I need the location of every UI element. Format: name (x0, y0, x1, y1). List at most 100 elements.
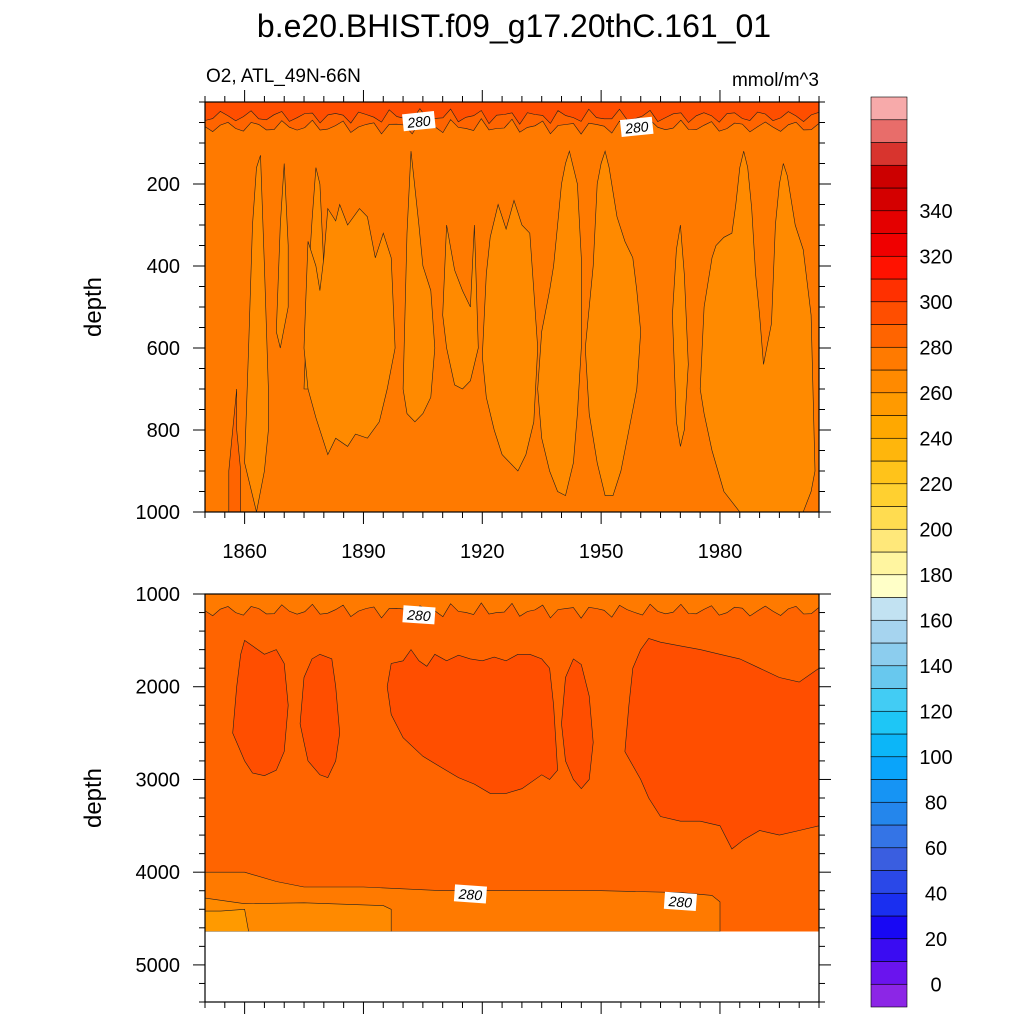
y-tick-label: 4000 (136, 862, 181, 884)
plot-area: 280 280 (205, 102, 819, 513)
colorbar-box (870, 779, 908, 803)
contour-label: 280 (402, 605, 436, 625)
variable-label: O2, ATL_49N-66N (206, 66, 361, 87)
colorbar-label: 160 (919, 610, 952, 632)
contour-label: 280 (619, 116, 654, 138)
colorbar-label: 280 (919, 337, 952, 359)
x-tick-label: 1860 (222, 541, 267, 563)
colorbar-box (870, 528, 908, 553)
colorbar-box (870, 301, 908, 325)
colorbar-box (870, 483, 908, 507)
contour-label: 280 (402, 111, 436, 132)
colorbar-box (870, 801, 908, 826)
colorbar-box (870, 346, 908, 371)
y-axis-label: depth (80, 768, 107, 828)
colorbar-label: 220 (919, 474, 952, 496)
colorbar-box (870, 574, 908, 598)
colorbar-box (870, 983, 908, 1008)
colorbar-box (870, 938, 908, 962)
lower-panel: 280 280 280 1000 2000 3000 4000 5000 depth (80, 584, 831, 1014)
contour-region (624, 638, 819, 850)
y-tick-label: 2000 (136, 677, 181, 699)
colorbar-box (870, 688, 908, 712)
colorbar-box (870, 233, 908, 257)
contour-region (228, 388, 241, 513)
colorbar-box (870, 642, 908, 667)
colorbar-box (870, 142, 908, 166)
colorbar-box (870, 961, 908, 985)
colorbar-box (870, 506, 908, 530)
colorbar-box (870, 392, 908, 416)
colorbar-box (870, 210, 908, 234)
missing-data-area (205, 931, 819, 1002)
colorbar-box (870, 164, 908, 189)
y-tick-label: 1000 (136, 502, 181, 524)
y-tick-label: 800 (147, 420, 180, 442)
contour-region (481, 199, 539, 472)
colorbar-box (870, 824, 908, 849)
upper-panel: 280 280 200 400 600 800 1000 1860 1890 1920 1950 19… (80, 90, 831, 563)
colorbar-label: 120 (919, 701, 952, 723)
colorbar-box (870, 619, 908, 644)
colorbar-legend: 0 20 40 60 80 100 120 140 160 180 200 220 240 260 280 3… (870, 96, 953, 1008)
colorbar-box (870, 187, 908, 212)
contour-label-text: 280 (457, 886, 483, 904)
contour-label: 280 (453, 884, 487, 904)
colorbar-box (870, 551, 908, 576)
y-tick-label: 200 (147, 174, 180, 196)
colorbar-label: 80 (925, 792, 947, 814)
contour-region (442, 224, 479, 390)
contour-band (205, 594, 819, 619)
colorbar-box (870, 665, 908, 689)
y-tick-label: 5000 (136, 955, 181, 977)
colorbar-box (870, 460, 908, 485)
colorbar-label: 240 (919, 428, 952, 450)
contour-region (232, 639, 289, 777)
contour-region (244, 155, 269, 513)
contour-region (672, 224, 689, 447)
x-tick-label: 1950 (579, 541, 624, 563)
contour-label-text: 280 (667, 893, 693, 911)
y-tick-label: 600 (147, 338, 180, 360)
colorbar-label: 100 (919, 747, 952, 769)
colorbar-box (870, 278, 908, 303)
contour-region (537, 150, 582, 497)
colorbar-box (870, 415, 908, 439)
contour-label-text: 280 (405, 112, 431, 130)
colorbar-box (870, 369, 908, 394)
colorbar-box (870, 710, 908, 735)
colorbar-box (870, 96, 908, 121)
colorbar-label: 0 (930, 974, 941, 996)
colorbar-box (870, 756, 908, 780)
colorbar-label: 40 (925, 883, 947, 905)
colorbar-label: 60 (925, 838, 947, 860)
contour-region (299, 653, 341, 778)
contour-region (303, 203, 396, 456)
colorbar-box (870, 915, 908, 940)
colorbar-label: 20 (925, 929, 947, 951)
x-tick-label: 1920 (460, 541, 505, 563)
contour-band (205, 102, 819, 125)
colorbar-box (870, 733, 908, 758)
colorbar-label: 140 (919, 656, 952, 678)
colorbar-box (870, 847, 908, 871)
plot-area: 280 280 280 (205, 594, 819, 1002)
contour-region (386, 649, 558, 794)
y-tick-label: 3000 (136, 769, 181, 791)
contour-region (205, 908, 249, 932)
colorbar-label: 320 (919, 246, 952, 268)
chart-title: b.e20.BHIST.f09_g17.20thC.161_01 (257, 8, 771, 44)
colorbar-box (870, 119, 908, 143)
x-tick-label: 1890 (341, 541, 386, 563)
colorbar-label: 300 (919, 292, 952, 314)
y-tick-label: 1000 (136, 584, 181, 606)
units-label: mmol/m^3 (732, 70, 819, 91)
contour-label-text: 280 (623, 118, 649, 136)
colorbar-label: 200 (919, 519, 952, 541)
x-tick-label: 1980 (698, 541, 743, 563)
colorbar-box (870, 892, 908, 917)
colorbar-label: 180 (919, 565, 952, 587)
colorbar-box (870, 437, 908, 462)
contour-region (561, 658, 594, 790)
